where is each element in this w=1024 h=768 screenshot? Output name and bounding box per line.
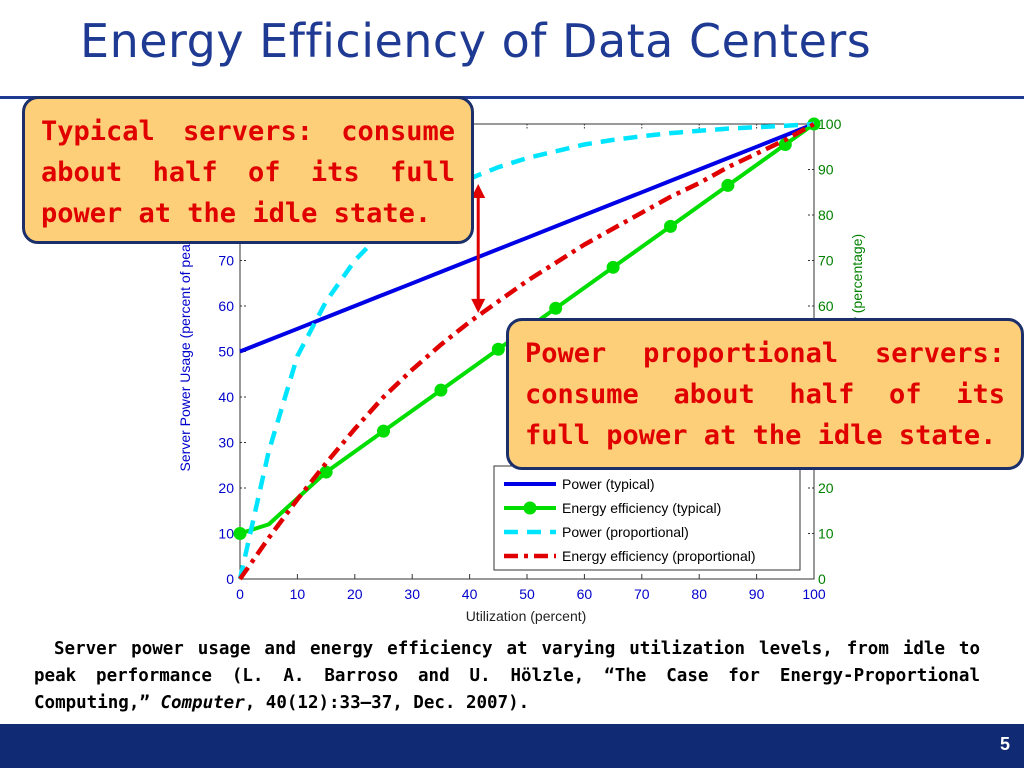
legend-marker-1 [523,501,537,515]
caption-text: Server power usage and energy efficiency… [34,639,980,713]
series-line-2 [237,121,815,580]
arrow-head-top [471,184,486,199]
y-tick-label-right: 10 [818,526,834,542]
x-tick-label: 10 [290,586,306,602]
x-axis-label: Utilization (percent) [466,608,587,624]
series-marker-1 [319,465,333,479]
y-tick-label-left: 60 [218,298,234,314]
y-tick-label-right: 80 [818,207,834,223]
y-tick-label-left: 0 [226,571,234,587]
y-tick-label-left: 10 [218,526,234,542]
figure-caption: Server power usage and energy efficiency… [34,636,980,717]
title-divider [0,96,1024,99]
series-marker-1 [606,260,620,274]
legend-label-0: Power (typical) [562,476,655,492]
callout-typical-servers: Typical servers: consume about half of i… [22,96,474,244]
x-tick-label: 50 [519,586,535,602]
series-marker-1 [233,527,247,540]
arrow-head-bottom [471,298,486,313]
series-marker-1 [549,301,563,315]
x-tick-label: 30 [404,586,420,602]
series-marker-1 [434,383,448,397]
legend: Power (typical) Energy efficiency (typica… [493,465,801,571]
y-tick-label-right: 90 [818,162,834,178]
series-line-3 [238,122,816,581]
x-tick-label: 0 [236,586,244,602]
caption-journal: Computer [160,693,245,713]
y-tick-label-right: 0 [818,571,826,587]
y-tick-label-right: 20 [818,480,834,496]
legend-label-2: Power (proportional) [562,524,689,540]
legend-label-3: Energy efficiency (proportional) [562,548,756,564]
x-tick-label: 80 [691,586,707,602]
slide-title: Energy Efficiency of Data Centers [80,14,872,68]
y-tick-label-right: 70 [818,253,834,269]
series-marker-1 [721,178,735,192]
series-marker-1 [664,219,677,233]
y-tick-label-right: 60 [818,298,834,314]
y-tick-label-left: 20 [218,480,234,496]
footer-bar: 5 [0,724,1024,768]
caption-citation-tail: , 40(12):33–37, Dec. 2007 [244,693,509,713]
series-lines [233,117,821,581]
series-line-0 [239,122,815,354]
x-tick-label: 70 [634,586,650,602]
page-number: 5 [999,734,1010,754]
series-marker-1 [778,137,792,151]
series-marker-1 [377,424,390,438]
callout-proportional-servers: Power proportional servers: consume abou… [506,318,1024,470]
x-tick-label: 40 [462,586,478,602]
x-tick-label: 20 [347,586,363,602]
x-tick-label: 100 [802,586,826,602]
x-tick-label: 90 [749,586,765,602]
y-tick-label-left: 70 [218,253,234,269]
y-tick-label-right: 100 [818,116,842,132]
series-marker-1 [491,342,505,356]
y-axis-label-left: Server Power Usage (percent of peak) [177,233,193,472]
x-tick-label: 60 [577,586,593,602]
caption-close: ). [508,693,530,713]
y-tick-label-left: 50 [218,344,234,360]
idle-power-arrow [471,184,486,313]
y-tick-label-left: 30 [218,435,234,451]
legend-label-1: Energy efficiency (typical) [562,500,721,516]
y-tick-label-left: 40 [218,389,234,405]
